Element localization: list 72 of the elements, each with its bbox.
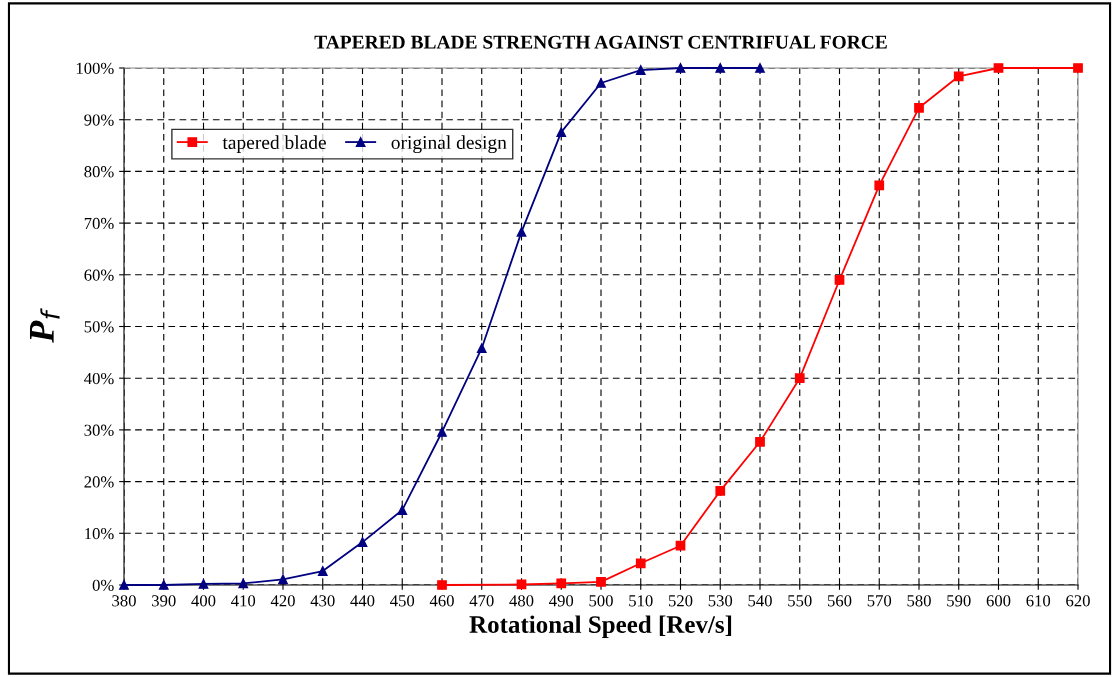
legend-label: tapered blade [222,135,326,154]
x-tick-label: 480 [509,595,534,607]
y-tick-label: 50% [84,321,114,333]
y-tick-label: 0% [92,579,114,591]
x-tick-label: 600 [986,595,1011,607]
x-tick-label: 490 [549,595,574,607]
x-tick-label: 620 [1066,595,1090,607]
point [715,63,726,73]
x-tick-label: 420 [270,595,295,607]
x-tick-label: 520 [668,595,693,607]
x-tick-label: 530 [708,595,733,607]
x-tick-label: 470 [469,595,494,607]
point [198,579,209,589]
point [834,275,845,285]
point [556,127,567,137]
point [596,78,606,88]
point [914,102,924,113]
y-tick-label: 90% [84,114,114,126]
x-tick-label: 580 [907,595,931,607]
x-tick-label: 390 [152,595,176,607]
point [755,436,765,447]
point [953,71,964,82]
point [516,227,527,237]
point [278,574,288,585]
point [158,580,169,590]
x-tick-label: 450 [390,595,415,607]
point [675,63,686,73]
legend-label: original design [391,135,507,154]
x-tick-label: 550 [788,595,812,607]
x-tick-label: 590 [947,595,971,607]
point [635,558,646,569]
point [238,578,249,589]
x-tick-label: 380 [112,595,136,607]
point [437,580,447,590]
point [874,180,885,191]
point [476,343,487,354]
y-tick-label: 20% [84,476,114,488]
y-tick-label: 40% [84,372,114,385]
x-tick-label: 610 [1026,595,1051,607]
x-tick-label: 430 [310,595,335,607]
y-axis-title: P$_{f}$ [29,308,60,343]
y-tick-label: 10% [85,528,114,540]
y-tick-label: 100% [76,62,114,74]
point [675,540,686,551]
x-tick-label: 570 [867,595,892,607]
point [1073,63,1083,73]
point [317,566,328,576]
y-tick-label: 70% [84,217,114,230]
point [993,63,1004,73]
x-tick-label: 510 [629,595,653,607]
point [755,63,765,73]
x-tick-label: 410 [231,595,256,607]
x-axis-title: Rotational Speed [Rev/s] [469,615,732,639]
point [794,373,805,384]
y-tick-label: 60% [84,269,114,281]
x-tick-label: 540 [748,595,772,607]
x-tick-label: 460 [429,595,454,607]
point [596,577,606,587]
x-tick-label: 400 [191,595,216,607]
x-tick-label: 500 [589,595,613,607]
point [635,65,646,75]
x-tick-label: 560 [827,595,852,607]
point [119,580,129,590]
y-tick-label: 30% [84,424,114,436]
point [556,578,567,589]
chart-title: TAPERED BLADE STRENGTH AGAINST CENTRIFUAL FORCE [314,35,887,49]
point [397,505,408,515]
point [715,486,726,496]
x-tick-label: 440 [350,595,375,607]
y-tick-label: 80% [84,166,114,178]
point [437,427,447,437]
point [357,537,368,547]
